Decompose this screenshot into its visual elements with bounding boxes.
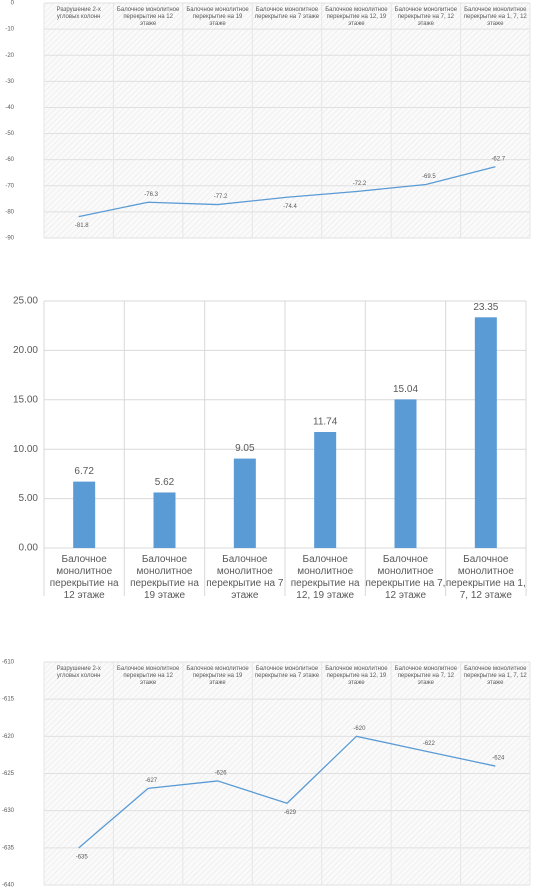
- y-tick-label: -635: [2, 845, 15, 851]
- y-tick-label: 0: [11, 1, 15, 7]
- data-label: -622: [423, 741, 436, 747]
- category-label: Балочное монолитное перекрытие на 12 эта…: [116, 7, 180, 28]
- data-label: -81.8: [75, 223, 89, 229]
- plot-area: [44, 3, 530, 238]
- category-label: Балочное монолитное перекрытие на 12, 19…: [325, 666, 388, 687]
- y-tick-label: -30: [5, 79, 14, 85]
- data-label: -62.7: [491, 156, 505, 162]
- category-label: Разрушение 2-х угловых колонн: [56, 666, 101, 680]
- y-tick-label: -60: [5, 157, 14, 163]
- y-tick-label: 10.00: [13, 444, 38, 455]
- data-label: -76.3: [144, 192, 158, 198]
- data-label: 5.62: [155, 477, 175, 488]
- data-label: 23.35: [473, 302, 498, 313]
- bar: [314, 432, 337, 548]
- y-tick-label: 25.00: [13, 296, 38, 307]
- y-tick-label: -625: [2, 771, 15, 777]
- category-label: Балочное монолитное перекрытие на 12 эта…: [116, 666, 180, 687]
- bar: [153, 492, 176, 548]
- category-label: Балочное монолитное перекрытие на 19 эта…: [186, 666, 249, 687]
- bar: [233, 458, 256, 548]
- category-label: Балочное монолитное перекрытие на 7 этаж…: [206, 554, 284, 601]
- category-label: Балочное монолитное перекрытие на 12 эта…: [49, 554, 119, 601]
- y-tick-label: -615: [2, 697, 15, 703]
- y-tick-label: 5.00: [19, 493, 39, 504]
- category-label: Балочное монолитное перекрытие на 1, 7, …: [463, 7, 527, 28]
- category-label: Балочное монолитное перекрытие на 19 эта…: [186, 7, 249, 28]
- data-label: -74.4: [283, 204, 297, 210]
- line: [78, 166, 496, 218]
- y-tick-label: -20: [5, 53, 14, 59]
- data-label: 6.72: [74, 466, 94, 477]
- data-label: -627: [145, 778, 158, 784]
- y-tick-label: -90: [5, 236, 14, 242]
- category-label: Разрушение 2-х угловых колонн: [56, 7, 101, 21]
- data-label: -69.5: [422, 174, 436, 180]
- category-label: Балочное монолитное перекрытие на 7, 12 …: [394, 7, 458, 28]
- bar: [394, 399, 417, 548]
- category-label: Балочное монолитное перекрытие на 1, 7, …: [445, 554, 526, 601]
- data-label: -635: [76, 854, 89, 860]
- bar: [474, 317, 497, 548]
- y-tick-label: -610: [2, 660, 15, 666]
- category-label: Балочное монолитное перекрытие на 7 этаж…: [254, 666, 320, 680]
- line: [78, 735, 496, 849]
- category-label: Балочное монолитное перекрытие на 7, 12 …: [394, 666, 458, 687]
- y-tick-label: -640: [2, 883, 15, 889]
- category-label: Балочное монолитное перекрытие на 7, 12 …: [365, 554, 446, 601]
- category-label: Балочное монолитное перекрытие на 12, 19…: [290, 554, 360, 601]
- y-tick-label: 0.00: [19, 543, 39, 554]
- y-tick-label: 15.00: [13, 394, 38, 405]
- y-tick-label: -40: [5, 105, 14, 111]
- data-label: 9.05: [235, 443, 255, 454]
- data-label: -620: [353, 726, 366, 732]
- category-label: Балочное монолитное перекрытие на 19 эта…: [130, 554, 199, 601]
- bar: [73, 481, 96, 548]
- data-label: -72.2: [353, 181, 367, 187]
- data-label: -626: [215, 771, 228, 777]
- data-label: -624: [492, 756, 505, 762]
- category-label: Балочное монолитное перекрытие на 7 этаж…: [254, 7, 320, 21]
- data-label: -629: [284, 810, 297, 816]
- y-tick-label: -70: [5, 183, 14, 189]
- y-tick-label: -630: [2, 808, 15, 814]
- y-tick-label: 20.00: [13, 345, 38, 356]
- category-label: Балочное монолитное перекрытие на 1, 7, …: [463, 666, 527, 687]
- data-label: -77.2: [214, 194, 228, 200]
- data-label: 15.04: [393, 384, 418, 395]
- y-tick-label: -10: [5, 27, 14, 33]
- y-tick-label: -50: [5, 131, 14, 137]
- data-label: 11.74: [313, 417, 338, 428]
- category-label: Балочное монолитное перекрытие на 12, 19…: [325, 7, 388, 28]
- y-tick-label: -80: [5, 209, 14, 215]
- y-tick-label: -620: [2, 734, 15, 740]
